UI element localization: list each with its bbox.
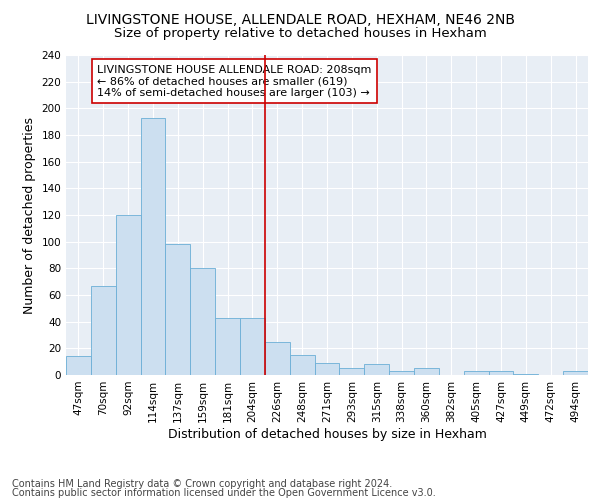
Bar xyxy=(240,318,265,375)
Bar xyxy=(265,342,290,375)
Text: LIVINGSTONE HOUSE ALLENDALE ROAD: 208sqm
← 86% of detached houses are smaller (6: LIVINGSTONE HOUSE ALLENDALE ROAD: 208sqm… xyxy=(97,64,371,98)
Bar xyxy=(215,318,240,375)
Bar xyxy=(66,356,91,375)
Text: Size of property relative to detached houses in Hexham: Size of property relative to detached ho… xyxy=(113,28,487,40)
Bar xyxy=(389,371,414,375)
Text: Contains HM Land Registry data © Crown copyright and database right 2024.: Contains HM Land Registry data © Crown c… xyxy=(12,479,392,489)
X-axis label: Distribution of detached houses by size in Hexham: Distribution of detached houses by size … xyxy=(167,428,487,440)
Bar xyxy=(91,286,116,375)
Bar xyxy=(116,215,140,375)
Bar xyxy=(414,368,439,375)
Bar xyxy=(190,268,215,375)
Bar xyxy=(140,118,166,375)
Bar xyxy=(314,363,340,375)
Bar xyxy=(488,371,514,375)
Bar xyxy=(563,371,588,375)
Bar xyxy=(166,244,190,375)
Text: Contains public sector information licensed under the Open Government Licence v3: Contains public sector information licen… xyxy=(12,488,436,498)
Bar xyxy=(364,364,389,375)
Bar xyxy=(290,355,314,375)
Y-axis label: Number of detached properties: Number of detached properties xyxy=(23,116,36,314)
Text: LIVINGSTONE HOUSE, ALLENDALE ROAD, HEXHAM, NE46 2NB: LIVINGSTONE HOUSE, ALLENDALE ROAD, HEXHA… xyxy=(86,12,515,26)
Bar xyxy=(514,374,538,375)
Bar xyxy=(340,368,364,375)
Bar xyxy=(464,371,488,375)
